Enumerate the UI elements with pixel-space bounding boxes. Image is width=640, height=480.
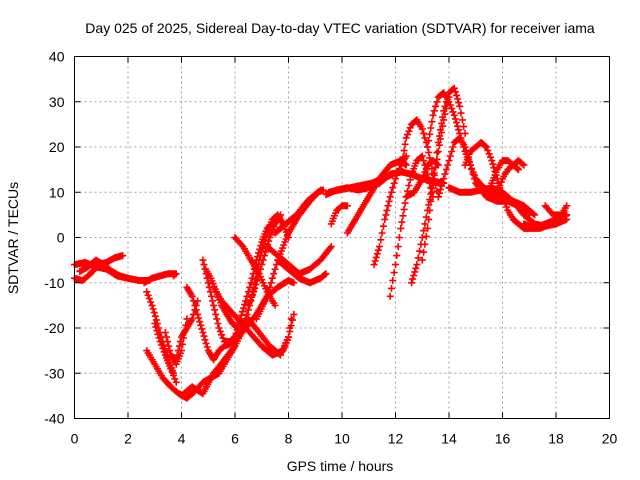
plus-markers: [143, 342, 239, 402]
x-tick-label: 6: [231, 431, 239, 447]
plus-markers: [327, 202, 351, 228]
plus-markers: [520, 211, 571, 232]
plus-markers: [244, 310, 298, 359]
plus-markers: [343, 157, 410, 237]
series-arc-21: [263, 243, 335, 278]
series-arc-23: [271, 186, 327, 237]
axis-ticks: [74, 56, 610, 419]
x-tick-label: 20: [602, 431, 618, 447]
series-arc-7: [151, 320, 180, 386]
data-points: [71, 84, 571, 402]
x-tick-label: 2: [124, 431, 132, 447]
series-arc-6: [143, 342, 239, 402]
series-arc-16: [236, 211, 292, 332]
x-tick-label: 0: [71, 431, 79, 447]
x-tick-label: 12: [388, 431, 404, 447]
y-tick-label: -30: [44, 365, 64, 381]
series-arc-30: [397, 116, 442, 201]
y-tick-label: -20: [44, 320, 64, 336]
plus-markers: [397, 116, 442, 201]
x-tick-labels: 0 2 4 6 8 10 12 14 16 18 20: [71, 431, 618, 447]
series-arc-4: [140, 270, 180, 287]
plus-markers: [402, 157, 442, 201]
plus-markers: [271, 186, 327, 237]
plus-markers: [541, 202, 571, 219]
y-axis-label: SDTVAR / TECUs: [5, 182, 21, 294]
plus-markers: [424, 89, 539, 219]
plus-markers: [140, 270, 180, 287]
series-arc-19: [244, 310, 298, 359]
series-arc-34: [402, 157, 442, 201]
series-arc-20: [231, 234, 279, 309]
plus-markers: [408, 93, 453, 287]
series-arc-22: [274, 256, 330, 287]
series-arc-41: [541, 202, 571, 219]
x-tick-label: 10: [334, 431, 350, 447]
x-axis-label: GPS time / hours: [287, 458, 394, 474]
x-tick-label: 4: [178, 431, 186, 447]
x-tick-label: 16: [495, 431, 511, 447]
x-tick-label: 18: [548, 431, 564, 447]
grid: [74, 56, 610, 419]
plus-markers: [231, 234, 279, 309]
plus-markers: [370, 152, 410, 269]
plus-markers: [263, 243, 335, 278]
y-tick-label: 20: [49, 139, 65, 155]
series-arc-31: [408, 93, 453, 287]
series-arc-26: [327, 202, 351, 228]
x-tick-label: 14: [441, 431, 457, 447]
plus-markers: [274, 256, 330, 287]
x-tick-label: 8: [285, 431, 293, 447]
series-arc-28: [370, 152, 410, 269]
y-tick-label: -40: [44, 411, 64, 427]
plus-markers: [76, 256, 132, 282]
series-arc-33: [424, 89, 539, 219]
plus-markers: [236, 211, 292, 332]
series-arc-3: [76, 256, 132, 282]
y-tick-label: 10: [49, 184, 65, 200]
series-arc-40: [520, 211, 571, 232]
y-tick-label: -10: [44, 275, 64, 291]
chart-title: Day 025 of 2025, Sidereal Day-to-day VTE…: [85, 20, 595, 36]
y-tick-label: 0: [57, 230, 65, 246]
series-arc-39: [493, 157, 528, 196]
plus-markers: [151, 320, 180, 386]
series-arc-27: [343, 157, 410, 237]
y-tick-label: 40: [49, 49, 65, 65]
plus-markers: [493, 157, 528, 196]
y-tick-labels: -40 -30 -20 -10 0 10 20 30 40: [44, 49, 64, 427]
y-tick-label: 30: [49, 94, 65, 110]
